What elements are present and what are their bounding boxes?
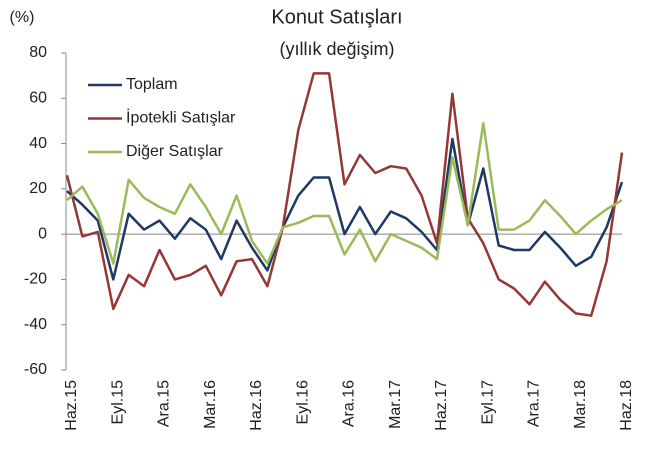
- y-tick-label: 40: [29, 135, 47, 152]
- line-series: [66, 121, 623, 265]
- x-tick-label: Ara.16: [341, 380, 358, 427]
- x-tick-label: Mar.17: [387, 380, 404, 429]
- legend-label: İpotekli Satışlar: [126, 108, 236, 127]
- x-tick-label: Haz.17: [433, 380, 450, 431]
- y-tick-label: -40: [24, 316, 47, 333]
- chart-subtitle: (yıllık değişim): [279, 39, 394, 59]
- chart-title: Konut Satışları: [271, 6, 402, 28]
- y-tick-label: 80: [29, 44, 47, 61]
- x-tick-label: Haz.18: [618, 380, 635, 431]
- y-tick-label: -20: [24, 271, 47, 288]
- legend-label: Toplam: [126, 76, 178, 93]
- y-tick-label: 20: [29, 180, 47, 197]
- y-axis-label: (%): [10, 9, 35, 26]
- x-tick-label: Ara.17: [526, 380, 543, 427]
- x-tick-label: Eyl.15: [109, 380, 126, 425]
- y-tick-label: 0: [38, 225, 47, 242]
- line-series: [65, 72, 624, 317]
- x-tick-label: Haz.16: [248, 380, 265, 431]
- y-tick-label: 60: [29, 90, 47, 107]
- legend-label: Diğer Satışlar: [126, 143, 224, 160]
- x-tick-label: Eyl.17: [479, 380, 496, 425]
- x-tick-label: Eyl.16: [294, 380, 311, 425]
- x-tick-label: Haz.15: [63, 380, 80, 431]
- line-series: [66, 137, 624, 281]
- y-tick-label: -60: [24, 361, 47, 378]
- x-tick-label: Mar.16: [202, 380, 219, 429]
- x-tick-label: Mar.18: [572, 380, 589, 429]
- x-tick-label: Ara.15: [156, 380, 173, 427]
